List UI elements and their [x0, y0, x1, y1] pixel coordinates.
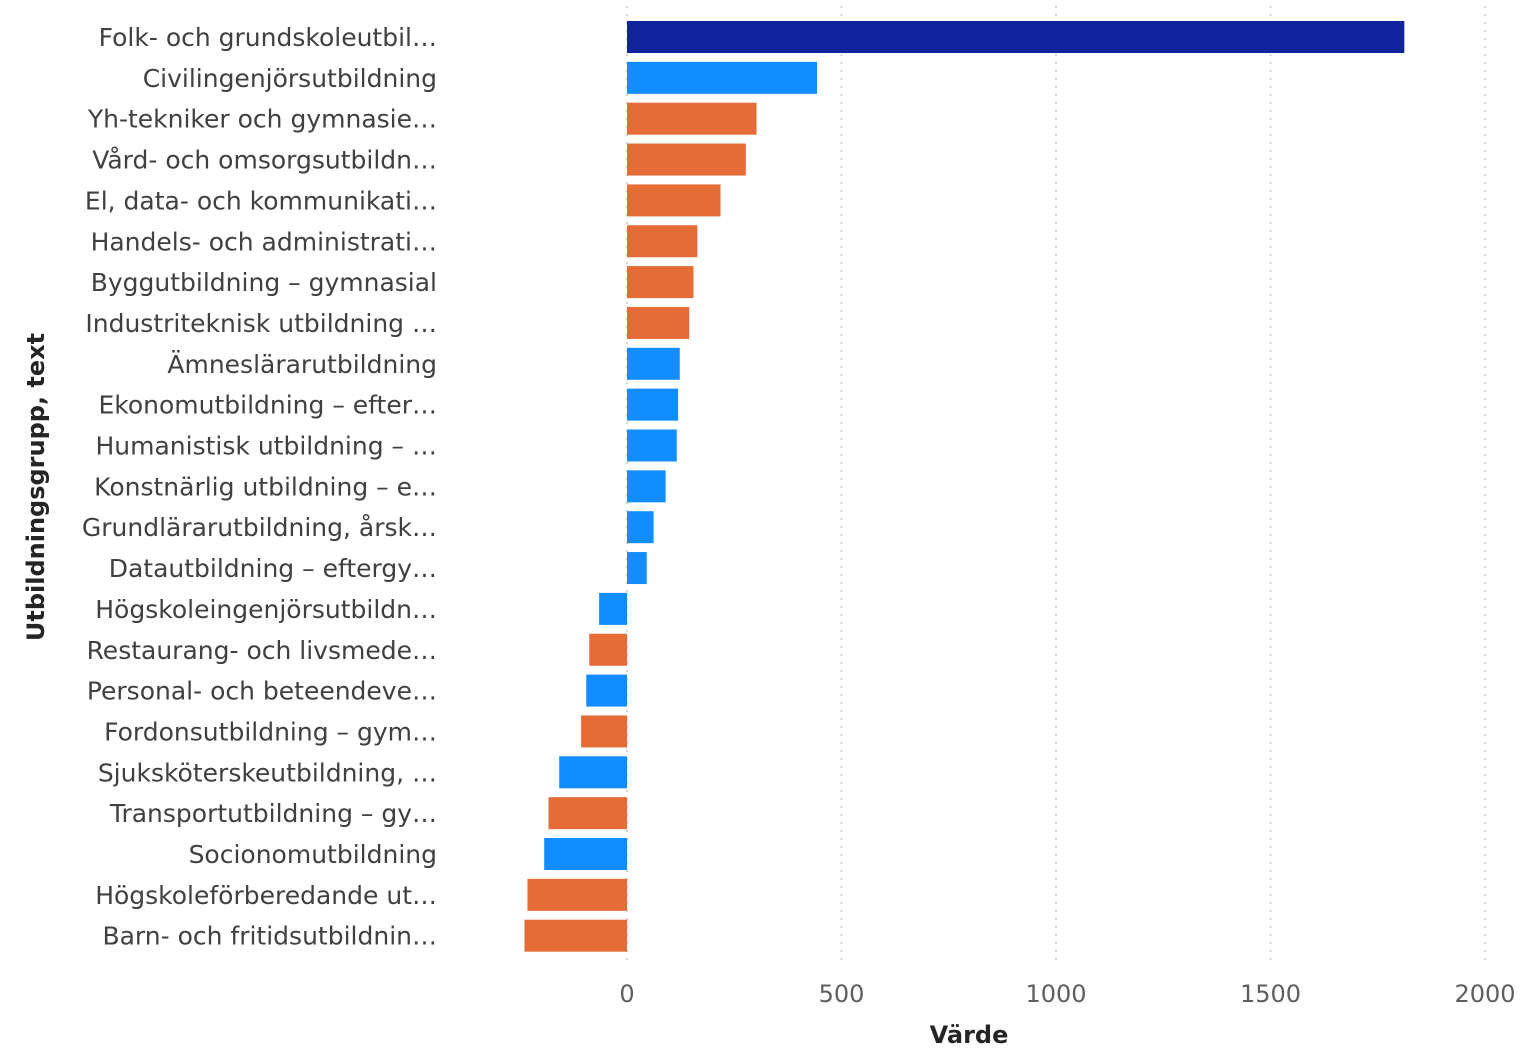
category-label: Industriteknisk utbildning …	[85, 309, 437, 338]
bar[interactable]	[627, 21, 1405, 53]
bar[interactable]	[627, 225, 698, 258]
bar[interactable]	[548, 797, 627, 830]
bar[interactable]	[627, 306, 690, 339]
bar[interactable]	[599, 592, 627, 625]
category-label: Restaurang- och livsmede…	[87, 636, 437, 665]
category-label: Datautbildning – eftergy…	[109, 554, 437, 583]
bar[interactable]	[627, 511, 654, 544]
category-label: Ekonomutbildning – efter…	[98, 391, 437, 420]
category-label: Humanistisk utbildning – …	[95, 432, 437, 461]
x-axis-title: Värde	[930, 1021, 1009, 1048]
x-tick-label: 1000	[1025, 980, 1086, 1008]
category-label: Socionomutbildning	[189, 840, 437, 869]
category-label: Personal- och beteendeve…	[87, 677, 437, 706]
category-label: Högskoleförberedande ut…	[95, 881, 437, 910]
y-axis-title: Utbildningsgrupp, text	[22, 333, 50, 641]
category-label: Vård- och omsorgsutbildn…	[92, 146, 437, 175]
category-label: Folk- och grundskoleutbil…	[99, 23, 437, 52]
category-label: Högskoleingenjörsutbildn…	[95, 595, 437, 624]
bar[interactable]	[627, 143, 746, 176]
x-tick-label: 500	[819, 980, 865, 1008]
category-label: Barn- och fritidsutbildnin…	[102, 922, 437, 951]
bar[interactable]	[627, 552, 647, 585]
bar[interactable]	[527, 878, 627, 911]
category-label: Grundlärarutbildning, årsk…	[82, 513, 437, 542]
bar[interactable]	[627, 388, 679, 421]
bar[interactable]	[627, 429, 677, 462]
category-label: Yh-tekniker och gymnasie…	[87, 105, 437, 134]
bar[interactable]	[627, 102, 757, 135]
bar[interactable]	[544, 838, 627, 870]
bar[interactable]	[627, 61, 818, 94]
x-tick-label: 2000	[1454, 980, 1515, 1008]
bar[interactable]	[627, 347, 680, 380]
bar[interactable]	[627, 470, 666, 503]
category-label: Byggutbildning – gymnasial	[91, 268, 437, 297]
x-tick-label: 1500	[1240, 980, 1301, 1008]
bar[interactable]	[524, 919, 627, 952]
category-label: Konstnärlig utbildning – e…	[94, 472, 437, 501]
bars	[524, 21, 1405, 952]
category-label: Ämneslärarutbildning	[167, 350, 437, 379]
gridlines	[626, 6, 1486, 960]
category-label: Civilingenjörsutbildning	[143, 64, 437, 93]
bar[interactable]	[627, 266, 694, 299]
bar[interactable]	[627, 184, 721, 217]
category-label: El, data- och kommunikati…	[85, 186, 437, 215]
bar[interactable]	[581, 715, 627, 748]
category-label: Transportutbildning – gy…	[109, 799, 437, 828]
bar[interactable]	[589, 633, 627, 666]
category-label: Fordonsutbildning – gym…	[104, 717, 437, 746]
x-tick-labels: 0 500 1000 1500 2000	[619, 980, 1515, 1008]
bar[interactable]	[586, 674, 627, 707]
category-label: Sjuksköterskeutbildning, …	[98, 758, 437, 787]
category-labels: Folk- och grundskoleutbil… Civilingenjörs…	[82, 23, 437, 951]
category-label: Handels- och administrati…	[91, 227, 437, 256]
bar[interactable]	[559, 756, 627, 789]
x-tick-label: 0	[619, 980, 634, 1008]
